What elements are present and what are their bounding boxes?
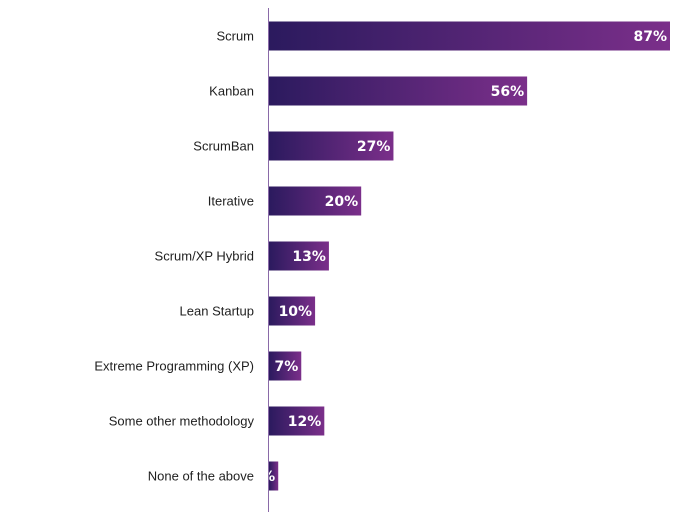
data-label: 27% [357, 139, 391, 155]
bar [269, 296, 316, 326]
category-label: ScrumBan [193, 139, 254, 154]
data-label: 87% [633, 29, 667, 45]
bar-group: Iterative 20% [208, 186, 362, 216]
bar-group: Scrum 87% [216, 21, 670, 51]
bar-group: Scrum/XP Hybrid 13% [155, 241, 329, 271]
data-label: 13% [292, 249, 326, 265]
category-label: Kanban [209, 84, 254, 99]
bar-group: ScrumBan 27% [193, 131, 394, 161]
data-label: 12% [288, 414, 322, 430]
bar-group: Some other methodology 12% [109, 406, 325, 436]
bar [269, 406, 325, 436]
category-label: Lean Startup [180, 304, 254, 319]
category-label: Scrum [216, 29, 254, 44]
bar-group: Lean Startup 10% [180, 296, 316, 326]
bar [269, 131, 394, 161]
data-label: 20% [325, 194, 359, 210]
bar-group: Kanban 56% [209, 76, 528, 106]
bar [269, 461, 279, 491]
data-label: 10% [279, 304, 313, 320]
category-label: Scrum/XP Hybrid [155, 249, 254, 264]
data-label: 7% [274, 359, 298, 375]
bar [269, 186, 362, 216]
category-label: Extreme Programming (XP) [94, 359, 254, 374]
data-label: 2% [251, 469, 275, 485]
bar [269, 76, 528, 106]
bar-group: Extreme Programming (XP) 7% [94, 351, 302, 381]
bar [269, 351, 302, 381]
bar [269, 241, 329, 271]
bar [269, 21, 670, 51]
category-label: None of the above [148, 469, 254, 484]
data-label: 56% [491, 84, 525, 100]
bars-layer: Scrum 87% Kanban 56% ScrumBan 27% Iterative 20%… [94, 21, 670, 491]
category-label: Iterative [208, 194, 254, 209]
category-label: Some other methodology [109, 414, 255, 429]
